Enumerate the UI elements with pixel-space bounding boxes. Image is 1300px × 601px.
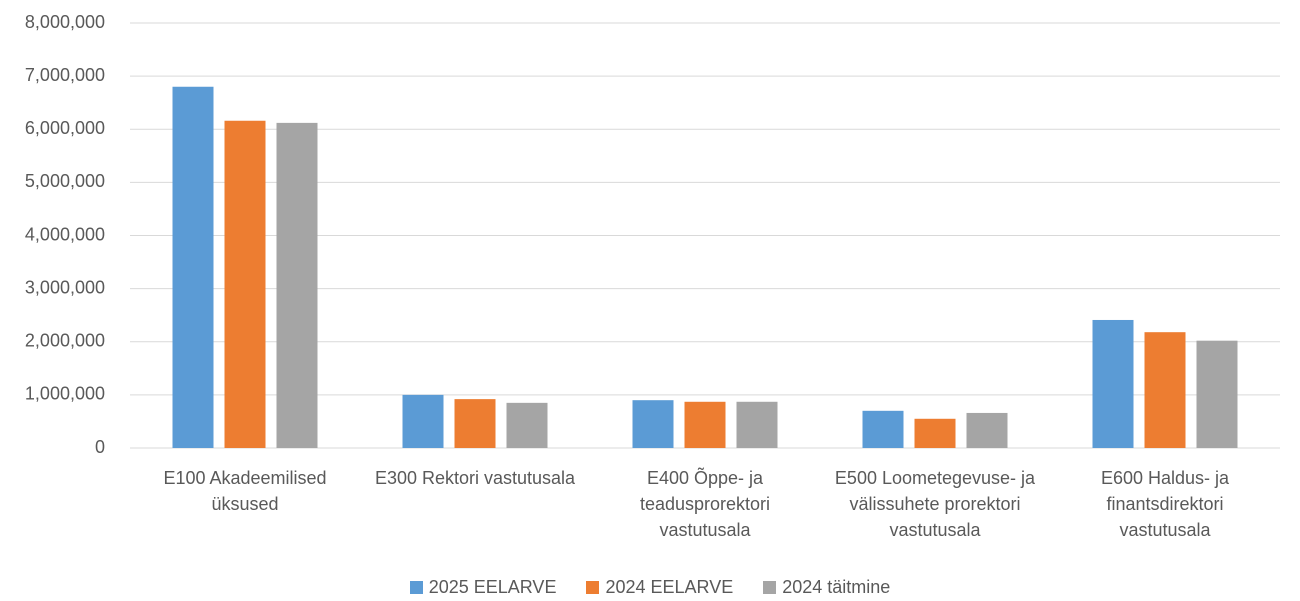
legend-item: 2024 täitmine — [763, 577, 890, 598]
y-tick-label: 4,000,000 — [25, 224, 105, 244]
bar — [684, 401, 726, 448]
legend-swatch — [409, 581, 423, 594]
bar — [632, 400, 674, 448]
legend-label: 2024 täitmine — [782, 577, 891, 597]
y-tick-label: 6,000,000 — [25, 118, 105, 138]
x-tick-label: E300 Rektori vastutusala — [374, 468, 576, 488]
y-tick-label: 8,000,000 — [25, 12, 105, 32]
bar — [914, 418, 956, 448]
y-tick-label: 1,000,000 — [25, 384, 105, 404]
x-tick-label: E100 Akadeemilised üksused — [163, 468, 327, 514]
bar — [402, 394, 444, 448]
legend-item: 2025 EELARVE — [409, 577, 557, 598]
bar — [1144, 332, 1186, 448]
x-tick-label: E500 Loometegevuse- ja välissuhete prore… — [834, 468, 1036, 540]
bar — [224, 120, 266, 448]
bar — [1196, 340, 1238, 448]
bar — [966, 412, 1008, 448]
legend-label: 2025 EELARVE — [428, 577, 557, 597]
bar — [454, 399, 496, 448]
y-tick-label: 5,000,000 — [25, 171, 105, 191]
legend-swatch — [586, 581, 600, 594]
bar — [172, 86, 214, 448]
x-tick-label: E400 Õppe- ja teadusprorektori vastutusa… — [639, 468, 771, 540]
y-tick-label: 2,000,000 — [25, 331, 105, 351]
legend-swatch — [763, 581, 777, 594]
legend-label: 2024 EELARVE — [605, 577, 734, 597]
y-tick-label: 0 — [95, 437, 105, 457]
bar — [1092, 319, 1134, 448]
y-tick-label: 3,000,000 — [25, 277, 105, 297]
y-tick-label: 7,000,000 — [25, 65, 105, 85]
x-tick-label: E600 Haldus- ja finantsdirektori vastutu… — [1100, 468, 1230, 540]
bar — [736, 401, 778, 448]
bar — [506, 402, 548, 448]
bar — [862, 410, 904, 448]
legend-item: 2024 EELARVE — [586, 577, 733, 598]
legend: 2025 EELARVE 2024 EELARVE 2024 täitmine — [0, 577, 1300, 598]
bar — [276, 122, 318, 448]
